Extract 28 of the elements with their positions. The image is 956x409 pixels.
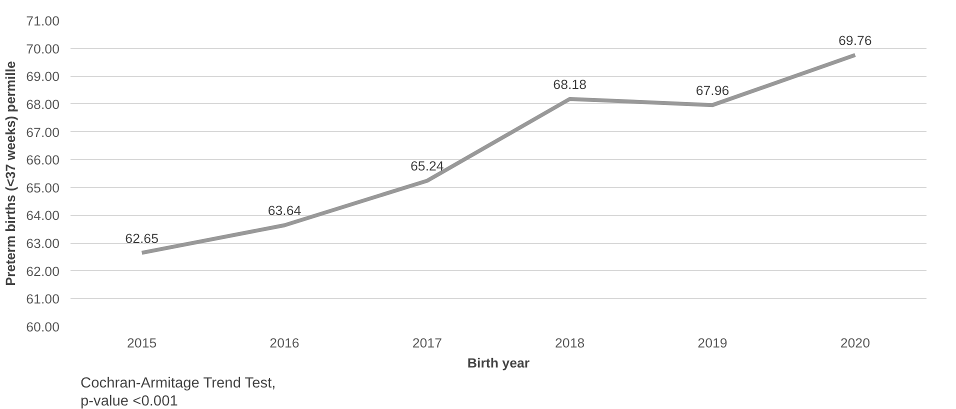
data-label: 67.96 <box>696 83 730 98</box>
y-tick-label: 64.00 <box>26 208 60 224</box>
text: p-value <0.001 <box>80 394 178 409</box>
x-tick-label: 2020 <box>840 336 870 350</box>
data-label: 68.18 <box>553 76 587 92</box>
data-label: 63.64 <box>268 203 302 218</box>
y-tick-label: 68.00 <box>26 96 60 112</box>
y-tick-label: 60.00 <box>26 320 60 334</box>
y-tick-label: 63.00 <box>26 236 60 252</box>
y-tick-label: 62.00 <box>26 264 60 279</box>
x-axis-title: Birth year <box>467 356 530 370</box>
x-tick-label: 2015 <box>127 336 157 350</box>
y-tick-label: 67.00 <box>26 124 60 140</box>
data-label: 65.24 <box>410 158 444 174</box>
y-tick-label: 70.00 <box>26 41 60 56</box>
x-tick-label: 2018 <box>555 336 585 350</box>
data-label: 62.65 <box>125 230 159 246</box>
text: Cochran-Armitage Trend Test, <box>80 376 276 392</box>
y-tick-label: 71.00 <box>26 14 60 28</box>
data-label: 69.76 <box>838 32 872 48</box>
y-axis-title: Preterm births (<37 weeks) permille <box>3 61 18 286</box>
y-tick-label: 69.00 <box>26 69 60 84</box>
y-tick-label: 61.00 <box>26 292 60 307</box>
y-tick-label: 66.00 <box>26 152 60 168</box>
x-tick-label: 2016 <box>270 336 300 350</box>
x-tick-label: 2017 <box>412 336 442 350</box>
y-tick-label: 65.00 <box>26 180 60 196</box>
x-tick-label: 2019 <box>698 336 728 350</box>
